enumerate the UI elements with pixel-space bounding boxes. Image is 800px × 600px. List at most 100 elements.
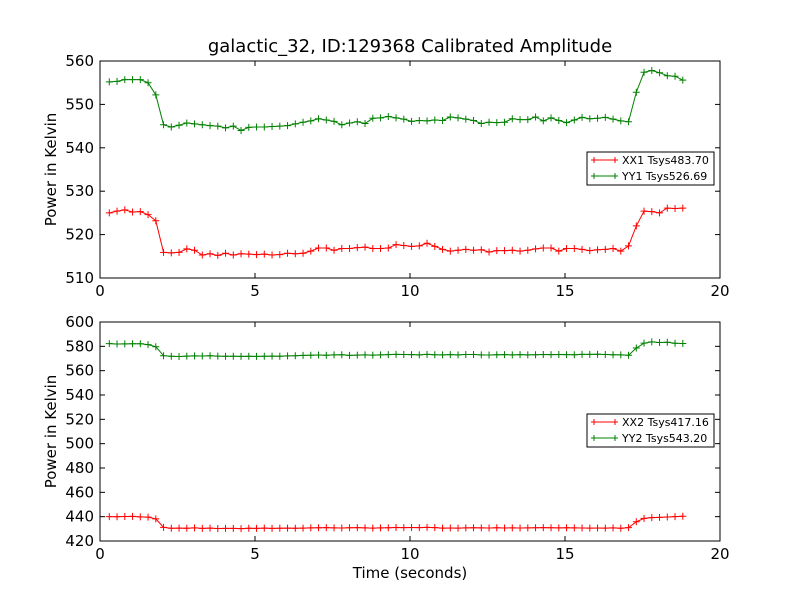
data-point	[144, 79, 152, 87]
data-point	[392, 114, 400, 122]
data-point	[253, 524, 261, 532]
legend-marker	[591, 419, 597, 425]
data-point	[594, 524, 602, 532]
data-point	[284, 249, 292, 257]
data-point	[625, 242, 633, 250]
data-point	[431, 351, 439, 359]
data-point	[268, 524, 276, 532]
data-point	[191, 352, 199, 360]
data-point	[570, 524, 578, 532]
data-point	[446, 351, 454, 359]
panel-2: 0 5 10 15 20 420 440 460 480 500 520 540 560 580 600 Po…	[42, 313, 730, 582]
data-point	[539, 524, 547, 532]
data-point	[268, 251, 276, 259]
data-point	[656, 338, 664, 346]
data-point	[648, 338, 656, 346]
data-point	[222, 249, 230, 257]
data-point	[136, 340, 144, 348]
data-point	[663, 513, 671, 521]
data-point	[408, 523, 416, 531]
data-point	[501, 351, 509, 359]
data-point	[640, 207, 648, 215]
data-point	[594, 246, 602, 254]
data-point	[532, 113, 540, 121]
data-point	[191, 120, 199, 128]
y-tick-label: 440	[65, 508, 94, 526]
data-point	[237, 525, 245, 533]
data-point	[245, 524, 253, 532]
data-point	[423, 239, 431, 247]
data-point	[268, 352, 276, 360]
data-point	[485, 351, 493, 359]
data-point	[191, 524, 199, 532]
data-point	[671, 205, 679, 213]
data-point	[369, 244, 377, 252]
data-point	[338, 244, 346, 252]
y-tick-label: 540	[65, 139, 94, 157]
data-point	[361, 243, 369, 251]
legend-marker	[591, 435, 597, 441]
data-point	[237, 352, 245, 360]
series-2	[105, 67, 687, 134]
data-point	[276, 251, 284, 259]
data-point	[377, 244, 385, 252]
data-point	[260, 352, 268, 360]
data-point	[446, 524, 454, 532]
data-point	[679, 76, 687, 84]
data-point	[322, 116, 330, 124]
data-point	[369, 351, 377, 359]
data-point	[167, 352, 175, 360]
data-point	[431, 242, 439, 250]
x-tick-label: 10	[400, 282, 419, 300]
data-point	[563, 351, 571, 359]
data-point	[175, 524, 183, 532]
data-point	[198, 251, 206, 259]
data-point	[369, 114, 377, 122]
data-point	[361, 351, 369, 359]
data-point	[377, 524, 385, 532]
data-point	[485, 524, 493, 532]
series-2	[105, 338, 687, 361]
data-point	[485, 118, 493, 126]
data-point	[671, 72, 679, 80]
data-point	[431, 524, 439, 532]
data-point	[539, 244, 547, 252]
data-point	[609, 115, 617, 123]
legend-marker	[612, 173, 618, 179]
y-tick-label: 520	[65, 226, 94, 244]
data-point	[206, 352, 214, 360]
data-point	[384, 524, 392, 532]
legend-marker	[612, 419, 618, 425]
data-point	[671, 339, 679, 347]
data-point	[532, 245, 540, 253]
data-point	[284, 122, 292, 130]
data-point	[532, 524, 540, 532]
data-point	[105, 209, 113, 217]
data-point	[617, 524, 625, 532]
data-point	[532, 351, 540, 359]
data-point	[214, 122, 222, 130]
data-point	[253, 251, 261, 259]
data-point	[423, 523, 431, 531]
data-point	[586, 524, 594, 532]
data-point	[632, 344, 640, 352]
data-point	[555, 350, 563, 358]
data-point	[439, 245, 447, 253]
data-point	[640, 68, 648, 76]
data-point	[346, 119, 354, 127]
data-point	[113, 207, 121, 215]
data-point	[121, 513, 129, 521]
data-point	[392, 523, 400, 531]
data-point	[353, 524, 361, 532]
data-point	[105, 78, 113, 86]
data-point	[129, 340, 137, 348]
data-point	[493, 247, 501, 255]
data-point	[446, 247, 454, 255]
data-point	[539, 350, 547, 358]
data-point	[198, 352, 206, 360]
data-point	[648, 67, 656, 75]
data-point	[198, 121, 206, 129]
data-point	[632, 518, 640, 526]
